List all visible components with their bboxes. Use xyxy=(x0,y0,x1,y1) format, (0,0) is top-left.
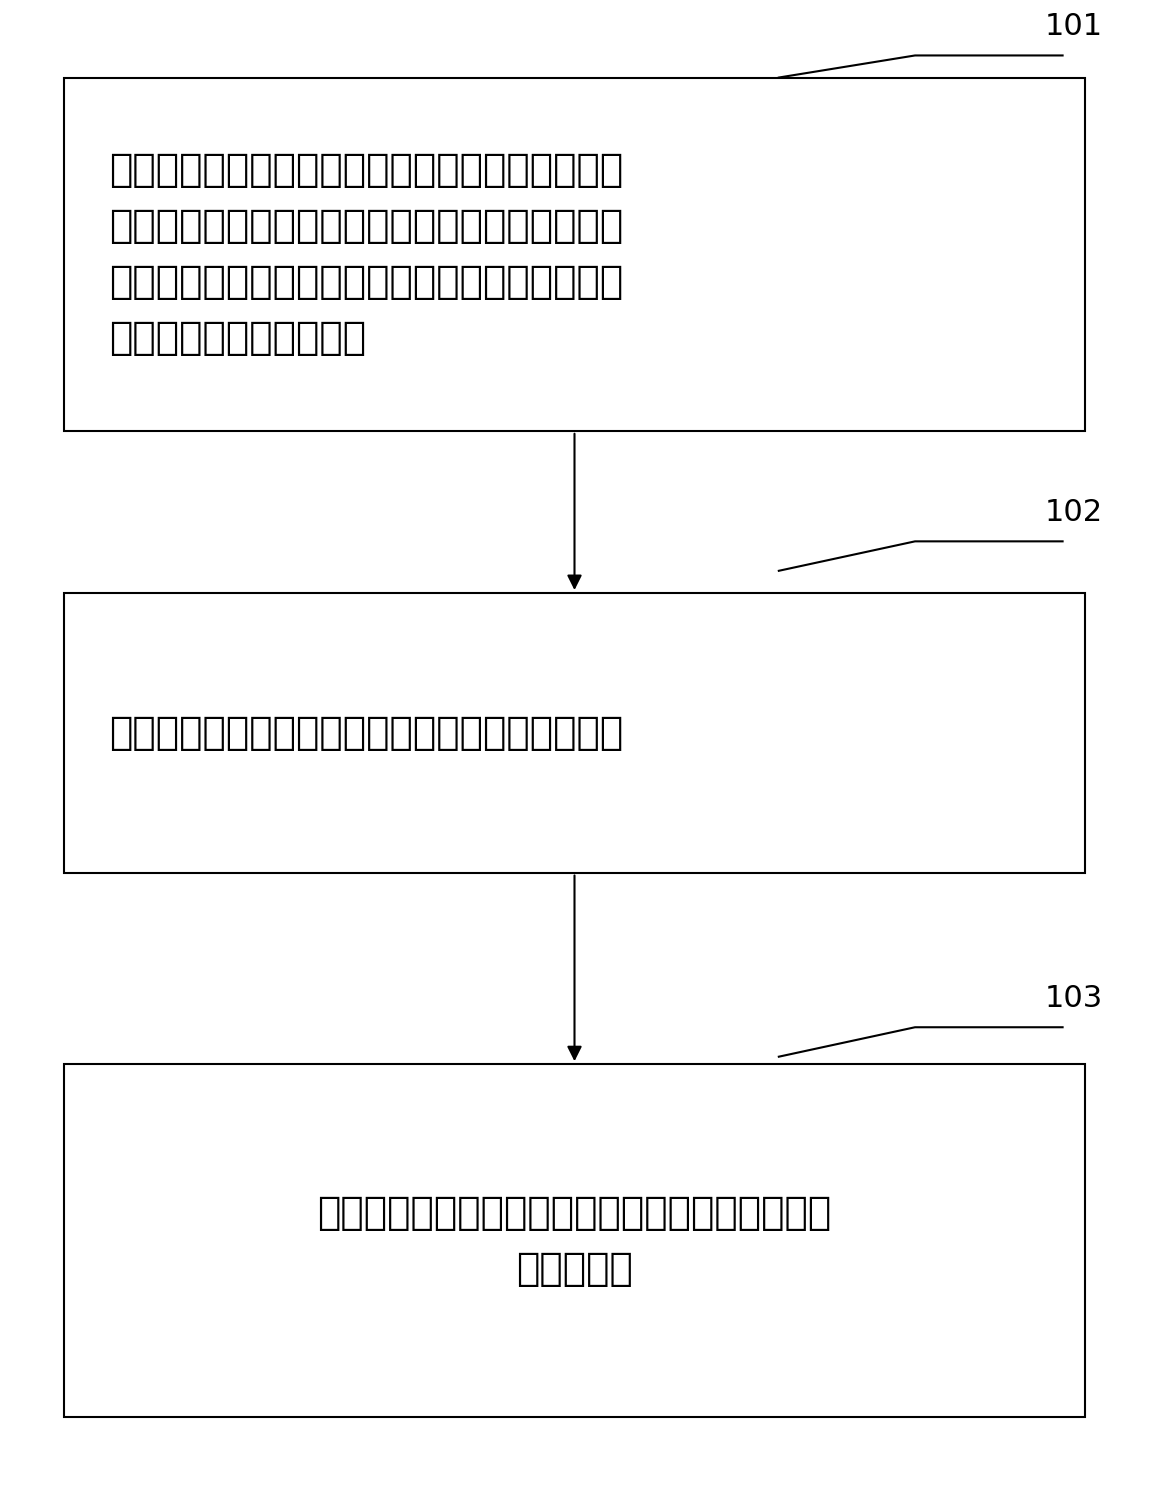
Text: 102: 102 xyxy=(1044,497,1103,527)
Text: 101: 101 xyxy=(1044,12,1103,40)
Text: 基于所述第一电机控制命令控制电机进入堵转状态: 基于所述第一电机控制命令控制电机进入堵转状态 xyxy=(109,713,624,752)
Text: 将电池水路与电机水路串联，以将电机堵转热量引
入电池水路: 将电池水路与电机水路串联，以将电机堵转热量引 入电池水路 xyxy=(317,1194,832,1288)
Text: 当接收到快速加热指令时，生成第一电机控制命令
，所述第一电机控制命令包含直轴电流设置值和交
轴电流设置值，其中所述直轴电流设置值为零，所
述交轴电流设置值大于零: 当接收到快速加热指令时，生成第一电机控制命令 ，所述第一电机控制命令包含直轴电流… xyxy=(109,151,624,357)
Bar xyxy=(63,593,1086,873)
Text: 103: 103 xyxy=(1044,984,1103,1013)
Bar xyxy=(63,1064,1086,1417)
Bar xyxy=(63,78,1086,431)
